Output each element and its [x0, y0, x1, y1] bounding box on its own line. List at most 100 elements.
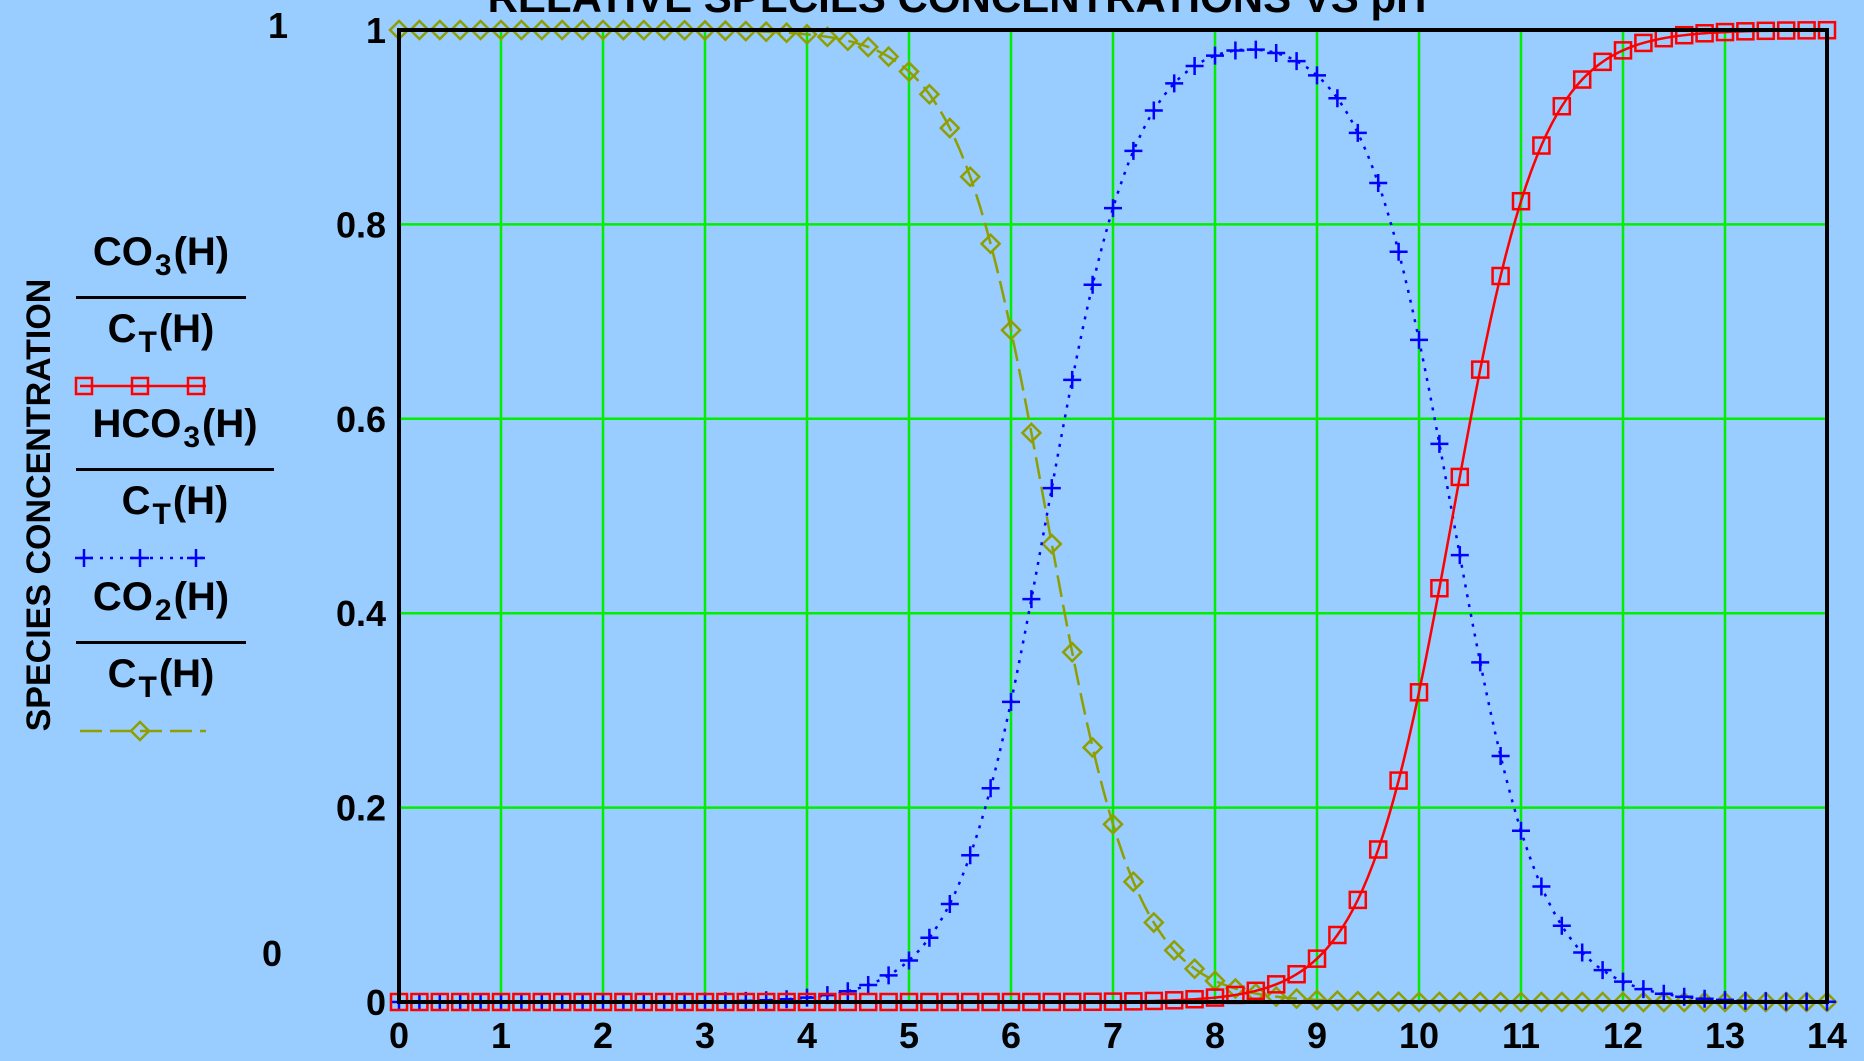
- data-point-co2: [857, 36, 879, 58]
- x-tick-label: 2: [593, 1015, 613, 1056]
- data-point-hco3: [1369, 173, 1388, 192]
- legend-denominator-main: C: [107, 652, 137, 696]
- legend-numerator: CO3(H): [76, 230, 246, 288]
- legend-denominator-main: C: [107, 307, 137, 351]
- data-point-hco3: [1063, 370, 1082, 389]
- data-point-co3: [1368, 840, 1388, 859]
- legend-denominator-subscript: T: [138, 326, 157, 359]
- x-tick-label: 1: [491, 1015, 511, 1056]
- data-point-co2: [939, 117, 961, 139]
- x-tick-label: 6: [1001, 1015, 1021, 1056]
- data-point-hco3: [1471, 653, 1490, 672]
- data-point-co3: [1491, 266, 1510, 286]
- legend-denominator-tail: (H): [172, 479, 229, 523]
- x-tick-label: 3: [695, 1015, 715, 1056]
- data-point-co2: [1795, 991, 1818, 1013]
- data-point-co2: [1326, 989, 1349, 1012]
- y-tick-label: 0: [366, 982, 386, 1023]
- data-point-hco3: [1450, 546, 1469, 565]
- data-point-hco3: [1042, 479, 1061, 498]
- data-point-co2: [918, 83, 941, 106]
- data-point-co2: [1734, 991, 1757, 1013]
- data-point-hco3: [981, 779, 1000, 798]
- chart-title: RELATIVE SPECIES CONCENTRATIONS VS pH: [488, 0, 1427, 21]
- data-point-co3: [1266, 975, 1286, 994]
- legend-denominator-tail: (H): [158, 307, 215, 351]
- data-point-co2: [1816, 991, 1838, 1013]
- data-point-co2: [592, 19, 614, 41]
- x-tick-label: 10: [1399, 1015, 1439, 1056]
- data-point-co2: [1041, 533, 1063, 555]
- data-point-hco3: [1532, 877, 1551, 896]
- data-point-hco3: [1410, 330, 1428, 349]
- y-tick-label: 0.2: [336, 788, 386, 829]
- data-point-hco3: [1144, 101, 1163, 120]
- data-point-hco3: [1695, 989, 1714, 1008]
- plot-frame: [397, 28, 1829, 1004]
- data-point-hco3: [1573, 943, 1592, 962]
- data-point-hco3: [1328, 89, 1347, 108]
- data-point-hco3: [900, 951, 918, 970]
- data-point-co2: [510, 19, 533, 41]
- data-point-co2: [1612, 991, 1634, 1013]
- data-point-co3: [1409, 683, 1429, 702]
- legend-denominator-main: C: [121, 479, 151, 523]
- data-point-co3: [1532, 136, 1551, 155]
- legend-numerator-tail: (H): [202, 402, 258, 446]
- y-tick-labels: 0 0.2 0.4 0.6 0.8 1: [336, 10, 386, 1023]
- data-point-co3: [1511, 191, 1531, 211]
- data-point-hco3: [1165, 74, 1184, 93]
- data-point-co2: [408, 19, 431, 41]
- legend-numerator: CO2(H): [76, 575, 246, 633]
- legend-label-co3: CO3(H) CT(H): [76, 230, 246, 365]
- data-point-co2: [1408, 991, 1430, 1013]
- data-point-co2: [1653, 991, 1675, 1013]
- data-point-co2: [1551, 991, 1573, 1013]
- data-point-hco3: [940, 894, 959, 913]
- legend-numerator-main: CO: [92, 230, 153, 274]
- data-point-hco3: [1634, 980, 1653, 999]
- data-point-hco3: [1206, 46, 1224, 65]
- data-point-hco3: [961, 846, 980, 865]
- grid: [397, 28, 1829, 1004]
- data-point-co2: [1285, 987, 1308, 1010]
- data-point-co2: [1530, 991, 1553, 1013]
- data-point-co2: [1265, 985, 1287, 1008]
- legend-sample-co2: [80, 720, 206, 742]
- legend-denominator-subscript: T: [138, 671, 157, 704]
- data-point-co2: [1489, 991, 1512, 1013]
- data-point-co2: [612, 19, 635, 41]
- data-point-hco3: [1348, 123, 1367, 142]
- data-point-hco3: [1716, 990, 1734, 1009]
- data-point-hco3: [1491, 747, 1510, 766]
- data-point-co3: [1634, 33, 1653, 53]
- legend-numerator-tail: (H): [173, 575, 230, 619]
- data-point-co2: [1143, 911, 1165, 934]
- data-point-hco3: [859, 976, 878, 995]
- data-point-hco3: [1614, 972, 1632, 991]
- data-point-co3: [1205, 988, 1225, 1007]
- data-point-co2: [837, 30, 859, 52]
- data-point-co2: [898, 60, 920, 83]
- data-point-co3: [1450, 467, 1470, 487]
- legend-denominator: CT(H): [76, 652, 246, 710]
- data-point-co3: [1287, 964, 1306, 984]
- data-point-co2: [1183, 958, 1206, 980]
- data-point-co2: [979, 232, 1002, 255]
- outer-y-label-bottom: 0: [262, 933, 282, 974]
- data-point-co2: [1571, 991, 1593, 1013]
- legend-denominator-tail: (H): [158, 652, 215, 696]
- data-point-co2: [694, 19, 716, 42]
- data-point-co3: [1328, 925, 1347, 945]
- legend-numerator-subscript: 3: [183, 421, 201, 454]
- data-point-co2: [490, 19, 512, 41]
- legend-marker: [74, 376, 94, 396]
- data-point-co3: [1715, 22, 1735, 42]
- data-point-co2: [1061, 641, 1083, 663]
- legend-numerator-tail: (H): [173, 230, 230, 274]
- legend-denominator: CT(H): [76, 479, 274, 537]
- outer-y-label-top: 1: [268, 5, 288, 46]
- data-point-co3: [1572, 70, 1592, 89]
- x-tick-label: 11: [1502, 1015, 1540, 1056]
- y-tick-label: 0.4: [336, 593, 386, 634]
